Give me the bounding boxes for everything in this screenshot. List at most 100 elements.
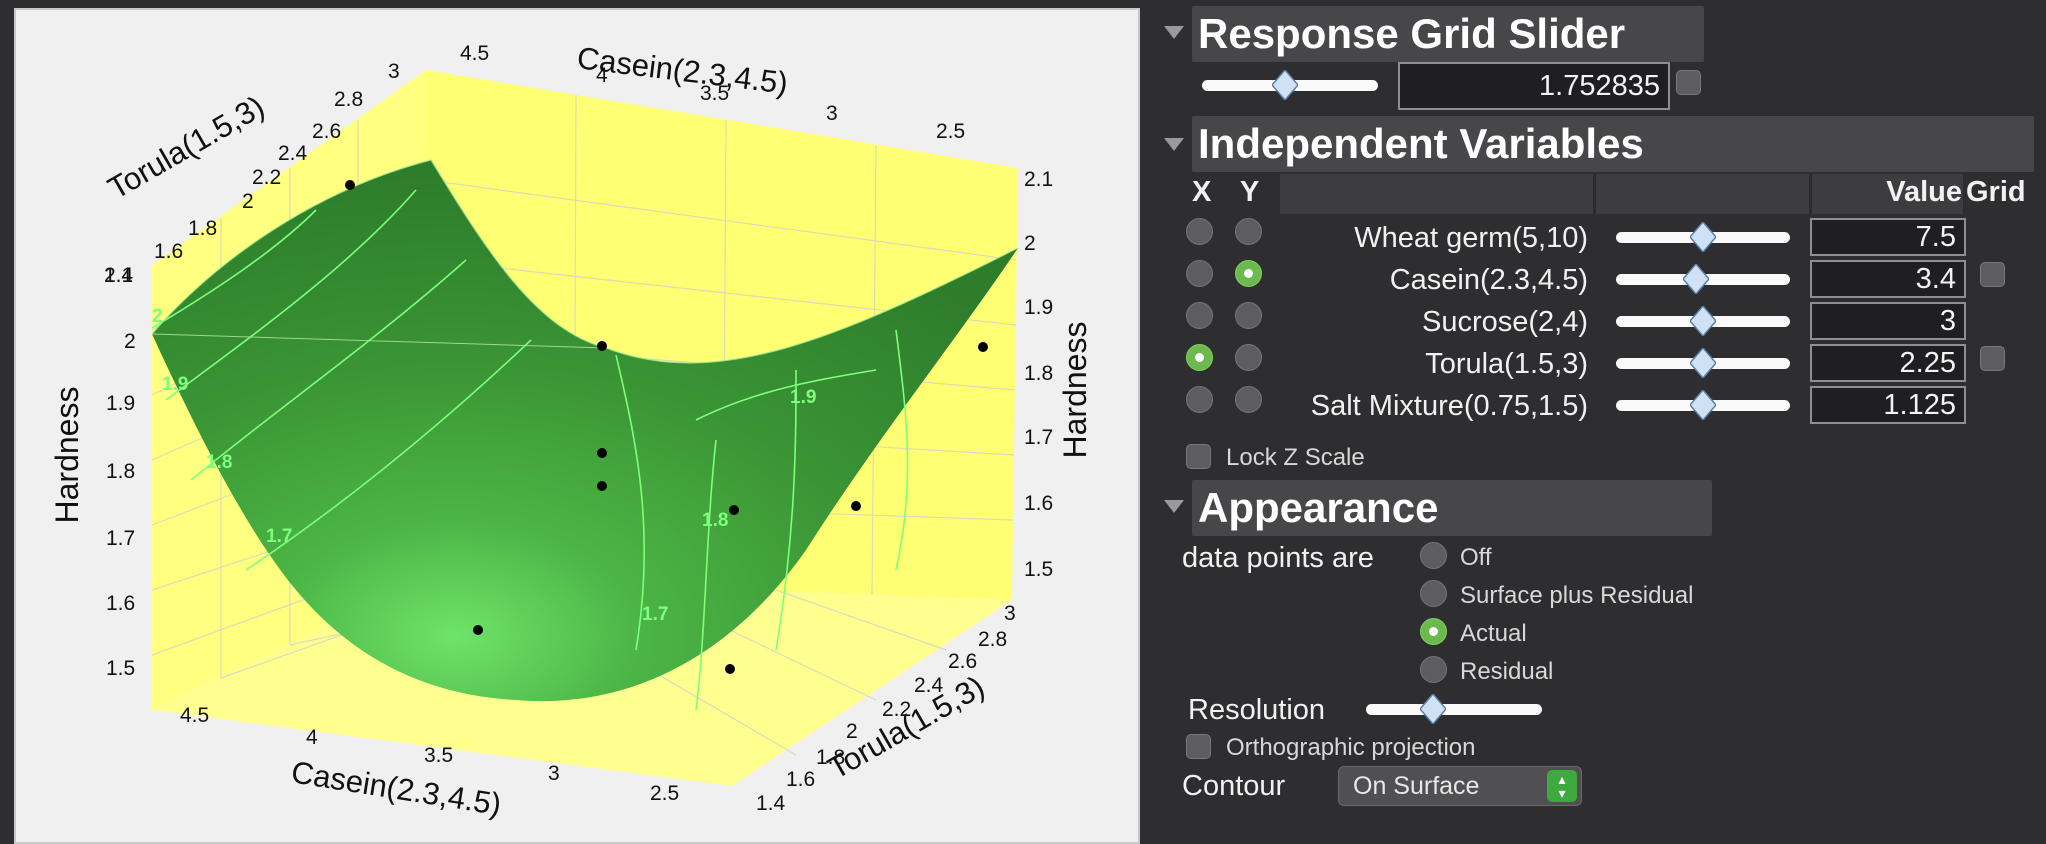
independent-variables-header[interactable]: Independent Variables bbox=[1192, 116, 2034, 172]
contour-label: 1.7 bbox=[642, 604, 668, 625]
table-header-cell bbox=[1280, 174, 1594, 214]
contour-select[interactable]: On Surface ▴ ▾ bbox=[1338, 766, 1582, 806]
data-point[interactable] bbox=[345, 180, 355, 190]
tick-label: 2.8 bbox=[334, 88, 363, 111]
data-points-radio-off[interactable] bbox=[1420, 542, 1447, 569]
tick-label: 4.5 bbox=[460, 42, 489, 65]
tick-label: 1.5 bbox=[1024, 558, 1053, 581]
variable-value-salt-mixture[interactable]: 1.125 bbox=[1810, 386, 1966, 424]
chevron-updown-icon: ▴ ▾ bbox=[1547, 770, 1577, 802]
variable-slider-wheat-germ[interactable] bbox=[1616, 222, 1790, 252]
surface-plot-svg[interactable]: 2 1.9 1.8 1.7 1.9 1.8 1.7 Ha bbox=[16, 10, 1138, 842]
x-column-header: X bbox=[1192, 176, 1212, 208]
variable-value-wheat-germ[interactable]: 7.5 bbox=[1810, 218, 1966, 256]
y-radio-sucrose[interactable] bbox=[1235, 302, 1262, 329]
orthographic-projection-checkbox[interactable] bbox=[1186, 734, 1211, 759]
data-points-radio-surface-plus-residual[interactable] bbox=[1420, 580, 1447, 607]
tick-label: 2.6 bbox=[948, 650, 977, 673]
slider-thumb[interactable] bbox=[1271, 70, 1298, 100]
variable-name-torula: Torula(1.5,3) bbox=[1425, 348, 1588, 380]
tick-label: 2.1 bbox=[1024, 168, 1053, 191]
variable-value-torula[interactable]: 2.25 bbox=[1810, 344, 1966, 382]
data-point[interactable] bbox=[725, 664, 735, 674]
slider-thumb[interactable] bbox=[1690, 306, 1716, 336]
variable-slider-sucrose[interactable] bbox=[1616, 306, 1790, 336]
tick-label: 1.6 bbox=[1024, 492, 1053, 515]
appearance-header[interactable]: Appearance bbox=[1192, 480, 1712, 536]
data-point[interactable] bbox=[729, 505, 739, 515]
collapse-triangle-icon[interactable] bbox=[1164, 500, 1184, 513]
x-radio-torula[interactable] bbox=[1186, 344, 1213, 371]
y-column-header: Y bbox=[1240, 176, 1260, 208]
slider-thumb[interactable] bbox=[1683, 264, 1710, 294]
data-points-radio-residual[interactable] bbox=[1420, 656, 1447, 683]
hardness-ticks-right: 2.1 2 1.9 1.8 1.7 1.6 1.5 bbox=[1024, 168, 1053, 581]
tick-label: 3 bbox=[548, 762, 560, 785]
data-points-option-surface-plus-residual: Surface plus Residual bbox=[1460, 582, 1694, 609]
tick-label: 1.6 bbox=[106, 592, 135, 615]
x-radio-casein[interactable] bbox=[1186, 260, 1213, 287]
z-axis-title-left: Hardness bbox=[49, 387, 85, 524]
data-points-radio-actual[interactable] bbox=[1420, 618, 1447, 645]
variable-slider-salt-mixture[interactable] bbox=[1616, 390, 1790, 420]
tick-label: 3.5 bbox=[700, 82, 729, 105]
lock-z-scale-label: Lock Z Scale bbox=[1226, 444, 1365, 471]
tick-label: 2.5 bbox=[936, 120, 965, 143]
tick-label: 1.9 bbox=[1024, 296, 1053, 319]
y-radio-casein[interactable] bbox=[1235, 260, 1262, 287]
x-radio-sucrose[interactable] bbox=[1186, 302, 1213, 329]
variable-value-sucrose[interactable]: 3 bbox=[1810, 302, 1966, 340]
collapse-triangle-icon[interactable] bbox=[1164, 26, 1184, 39]
collapse-triangle-icon[interactable] bbox=[1164, 138, 1184, 151]
grid-checkbox-torula[interactable] bbox=[1980, 346, 2005, 371]
surface-plot-panel[interactable]: 2 1.9 1.8 1.7 1.9 1.8 1.7 Ha bbox=[14, 8, 1140, 844]
tick-label: 2 bbox=[242, 190, 254, 213]
orthographic-projection-label: Orthographic projection bbox=[1226, 734, 1476, 761]
response-grid-checkbox[interactable] bbox=[1676, 70, 1701, 95]
tick-label: 2.6 bbox=[312, 120, 341, 143]
slider-thumb[interactable] bbox=[1690, 222, 1716, 252]
x-radio-wheat-germ[interactable] bbox=[1186, 218, 1213, 245]
data-points-label: data points are bbox=[1182, 542, 1374, 574]
data-point[interactable] bbox=[597, 341, 607, 351]
data-point[interactable] bbox=[473, 625, 483, 635]
response-surface[interactable] bbox=[152, 160, 1018, 702]
data-point[interactable] bbox=[851, 501, 861, 511]
variable-slider-casein[interactable] bbox=[1616, 264, 1790, 294]
tick-label: 1.8 bbox=[106, 460, 135, 483]
variable-name-casein: Casein(2.3,4.5) bbox=[1389, 264, 1588, 296]
tick-label: 1.8 bbox=[1024, 362, 1053, 385]
tick-label: 2 bbox=[124, 330, 136, 353]
grid-checkbox-casein[interactable] bbox=[1980, 262, 2005, 287]
response-grid-slider[interactable] bbox=[1202, 70, 1378, 100]
slider-thumb[interactable] bbox=[1690, 348, 1716, 378]
slider-thumb[interactable] bbox=[1419, 694, 1446, 724]
casein-ticks-bottom: 4.5 4 3.5 3 2.5 bbox=[180, 704, 679, 805]
data-points-option-actual: Actual bbox=[1460, 620, 1527, 647]
variable-slider-torula[interactable] bbox=[1616, 348, 1790, 378]
tick-label: 2 bbox=[846, 720, 858, 743]
data-point[interactable] bbox=[597, 448, 607, 458]
tick-label: 4 bbox=[306, 726, 318, 749]
slider-thumb[interactable] bbox=[1690, 390, 1716, 420]
response-grid-header[interactable]: Response Grid Slider bbox=[1192, 6, 1704, 62]
y-radio-torula[interactable] bbox=[1235, 344, 1262, 371]
tick-label: 2.5 bbox=[650, 782, 679, 805]
contour-label: 1.8 bbox=[702, 510, 728, 531]
tick-label: 1.6 bbox=[154, 240, 183, 263]
response-grid-value[interactable]: 1.752835 bbox=[1398, 62, 1670, 110]
variable-value-casein[interactable]: 3.4 bbox=[1810, 260, 1966, 298]
contour-select-value: On Surface bbox=[1353, 772, 1480, 800]
lock-z-scale-checkbox[interactable] bbox=[1186, 444, 1211, 469]
contour-label: Contour bbox=[1182, 770, 1286, 802]
x-radio-salt-mixture[interactable] bbox=[1186, 386, 1213, 413]
resolution-slider[interactable] bbox=[1366, 694, 1542, 724]
y-radio-wheat-germ[interactable] bbox=[1235, 218, 1262, 245]
tick-label: 1.9 bbox=[106, 392, 135, 415]
tick-label: 3.5 bbox=[424, 744, 453, 767]
tick-label: 3 bbox=[826, 102, 838, 125]
data-point[interactable] bbox=[978, 342, 988, 352]
tick-label: 3 bbox=[1004, 602, 1016, 625]
y-radio-salt-mixture[interactable] bbox=[1235, 386, 1262, 413]
data-point[interactable] bbox=[597, 481, 607, 491]
